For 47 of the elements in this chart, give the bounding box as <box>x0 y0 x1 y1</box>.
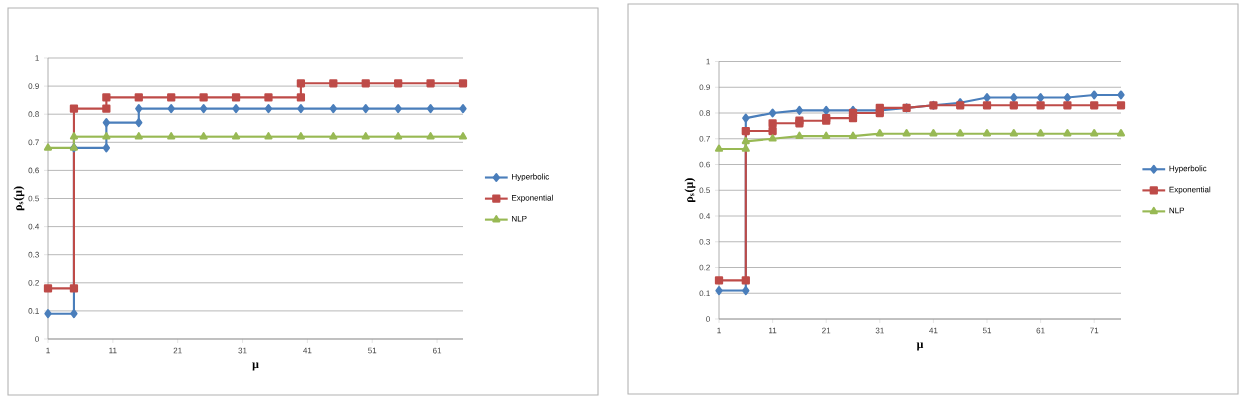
y-tick-label: 0.6 <box>28 167 39 174</box>
x-tick-label: 41 <box>929 327 938 334</box>
y-tick-label: 0.1 <box>699 290 710 297</box>
y-tick-label: 0 <box>35 336 39 342</box>
x-tick-label: 11 <box>769 327 777 334</box>
y-tick-label: 1 <box>35 55 39 61</box>
x-tick-label: 21 <box>173 347 182 354</box>
y-tick-label: 0.5 <box>28 195 39 202</box>
x-axis-title: μ <box>252 362 259 371</box>
x-tick-label: 1 <box>46 347 50 354</box>
x-tick-label: 21 <box>822 327 831 334</box>
y-tick-label: 0.3 <box>28 251 39 258</box>
y-tick-label: 0.6 <box>699 161 710 168</box>
y-tick-label: 1 <box>706 58 710 65</box>
legend-label: Exponential <box>1169 186 1211 194</box>
y-axis-title: ρ$_{s}$(μ) <box>13 186 25 211</box>
legend-label: NLP <box>512 215 527 222</box>
y-tick-label: 0.3 <box>699 238 710 245</box>
legend-label: Hyperbolic <box>1169 165 1207 173</box>
y-tick-label: 0.2 <box>699 264 710 271</box>
y-tick-label: 0.2 <box>28 279 39 286</box>
x-axis-title: μ <box>916 342 924 351</box>
legend-label: NLP <box>1169 207 1185 214</box>
x-tick-label: 51 <box>368 347 377 354</box>
x-tick-label: 31 <box>875 327 884 334</box>
legend-label: Hyperbolic <box>512 173 549 182</box>
x-tick-label: 51 <box>982 327 992 334</box>
legend-label: Exponential <box>512 194 553 203</box>
y-axis-title: ρ$_{s}$(μ) <box>684 178 696 203</box>
y-tick-label: 0 <box>706 316 710 322</box>
x-tick-label: 11 <box>109 347 117 354</box>
x-tick-label: 61 <box>1036 327 1045 334</box>
y-tick-label: 0.8 <box>28 111 39 118</box>
x-tick-label: 31 <box>238 347 247 354</box>
x-tick-label: 41 <box>303 347 312 354</box>
y-tick-label: 0.7 <box>28 139 39 146</box>
y-tick-label: 0.9 <box>699 84 710 91</box>
y-tick-label: 0.4 <box>699 213 711 219</box>
y-tick-label: 0.8 <box>699 110 710 116</box>
x-tick-label: 71 <box>1090 327 1099 334</box>
x-tick-label: 61 <box>433 347 442 354</box>
x-tick-label: 1 <box>717 327 721 334</box>
y-tick-label: 0.1 <box>28 308 39 314</box>
y-tick-label: 0.5 <box>699 187 710 194</box>
y-tick-label: 0.9 <box>28 83 39 89</box>
y-tick-label: 0.7 <box>699 135 710 142</box>
y-tick-label: 0.4 <box>28 223 40 230</box>
